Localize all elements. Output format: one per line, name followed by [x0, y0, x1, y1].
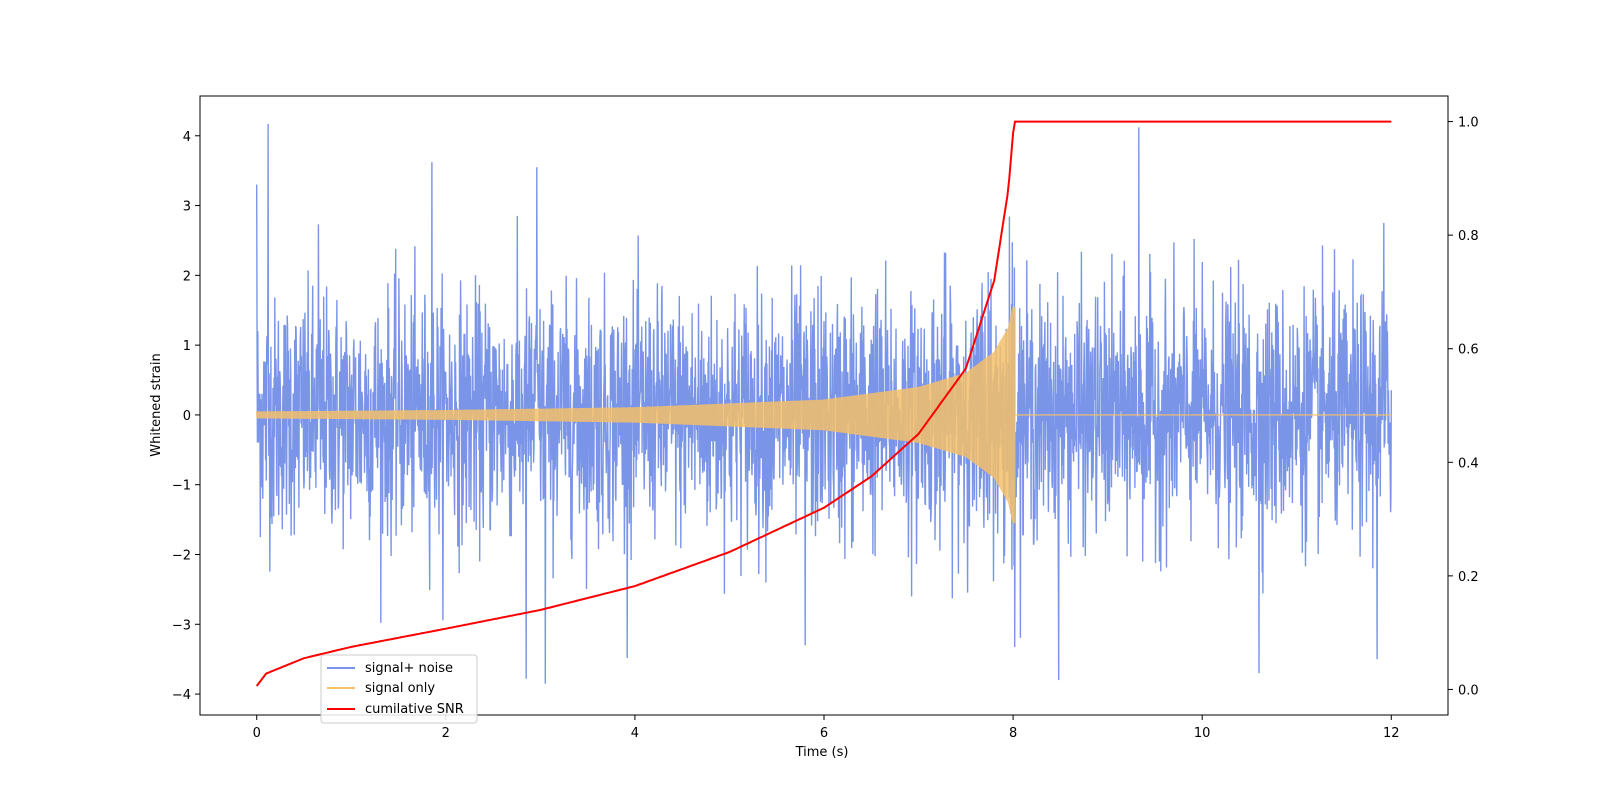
y2-tick-label: 0.2	[1458, 570, 1479, 585]
x-tick-label: 12	[1383, 726, 1400, 741]
y-tick-label: −3	[172, 618, 191, 633]
x-axis-label: Time (s)	[795, 745, 849, 760]
y-tick-label: 2	[183, 269, 191, 284]
y-tick-label: 4	[183, 130, 191, 145]
y-axis-right: 0.0 0.2 0.4 0.6 0.8 1.0	[1448, 116, 1479, 698]
y-axis-left: −4 −3 −2 −1 0 1 2 3 4	[172, 130, 200, 703]
x-tick-label: 4	[631, 726, 639, 741]
x-axis: 0 2 4 6 8 10 12	[253, 715, 1400, 741]
y-tick-label: 1	[183, 339, 191, 354]
y2-tick-label: 0.0	[1458, 683, 1479, 698]
y-tick-label: 3	[183, 200, 191, 215]
y2-tick-label: 0.8	[1458, 229, 1479, 244]
x-tick-label: 6	[820, 726, 828, 741]
legend: signal+ noise signal only cumilative SNR	[320, 654, 478, 724]
y2-tick-label: 0.4	[1458, 456, 1479, 471]
series-cumulative-snr-line	[255, 120, 1392, 687]
y-tick-label: −1	[172, 479, 191, 494]
series-signal-noise-line	[256, 123, 1392, 684]
y-tick-label: 0	[183, 409, 191, 424]
y-axis-label: Whitened strain	[149, 353, 164, 456]
legend-label-signal-noise: signal+ noise	[365, 661, 453, 676]
legend-label-signal-only: signal only	[365, 681, 435, 696]
y2-tick-label: 1.0	[1458, 116, 1479, 131]
x-tick-label: 8	[1009, 726, 1017, 741]
y-tick-label: −4	[172, 688, 191, 703]
x-tick-label: 0	[253, 726, 261, 741]
y-tick-label: −2	[172, 548, 191, 563]
legend-box	[320, 654, 478, 724]
y2-tick-label: 0.6	[1458, 343, 1479, 358]
x-tick-label: 2	[442, 726, 450, 741]
data-layer	[255, 120, 1392, 687]
x-tick-label: 10	[1194, 726, 1211, 741]
legend-label-cumulative-snr: cumilative SNR	[365, 702, 464, 717]
series-signal-only-line	[256, 306, 1392, 524]
